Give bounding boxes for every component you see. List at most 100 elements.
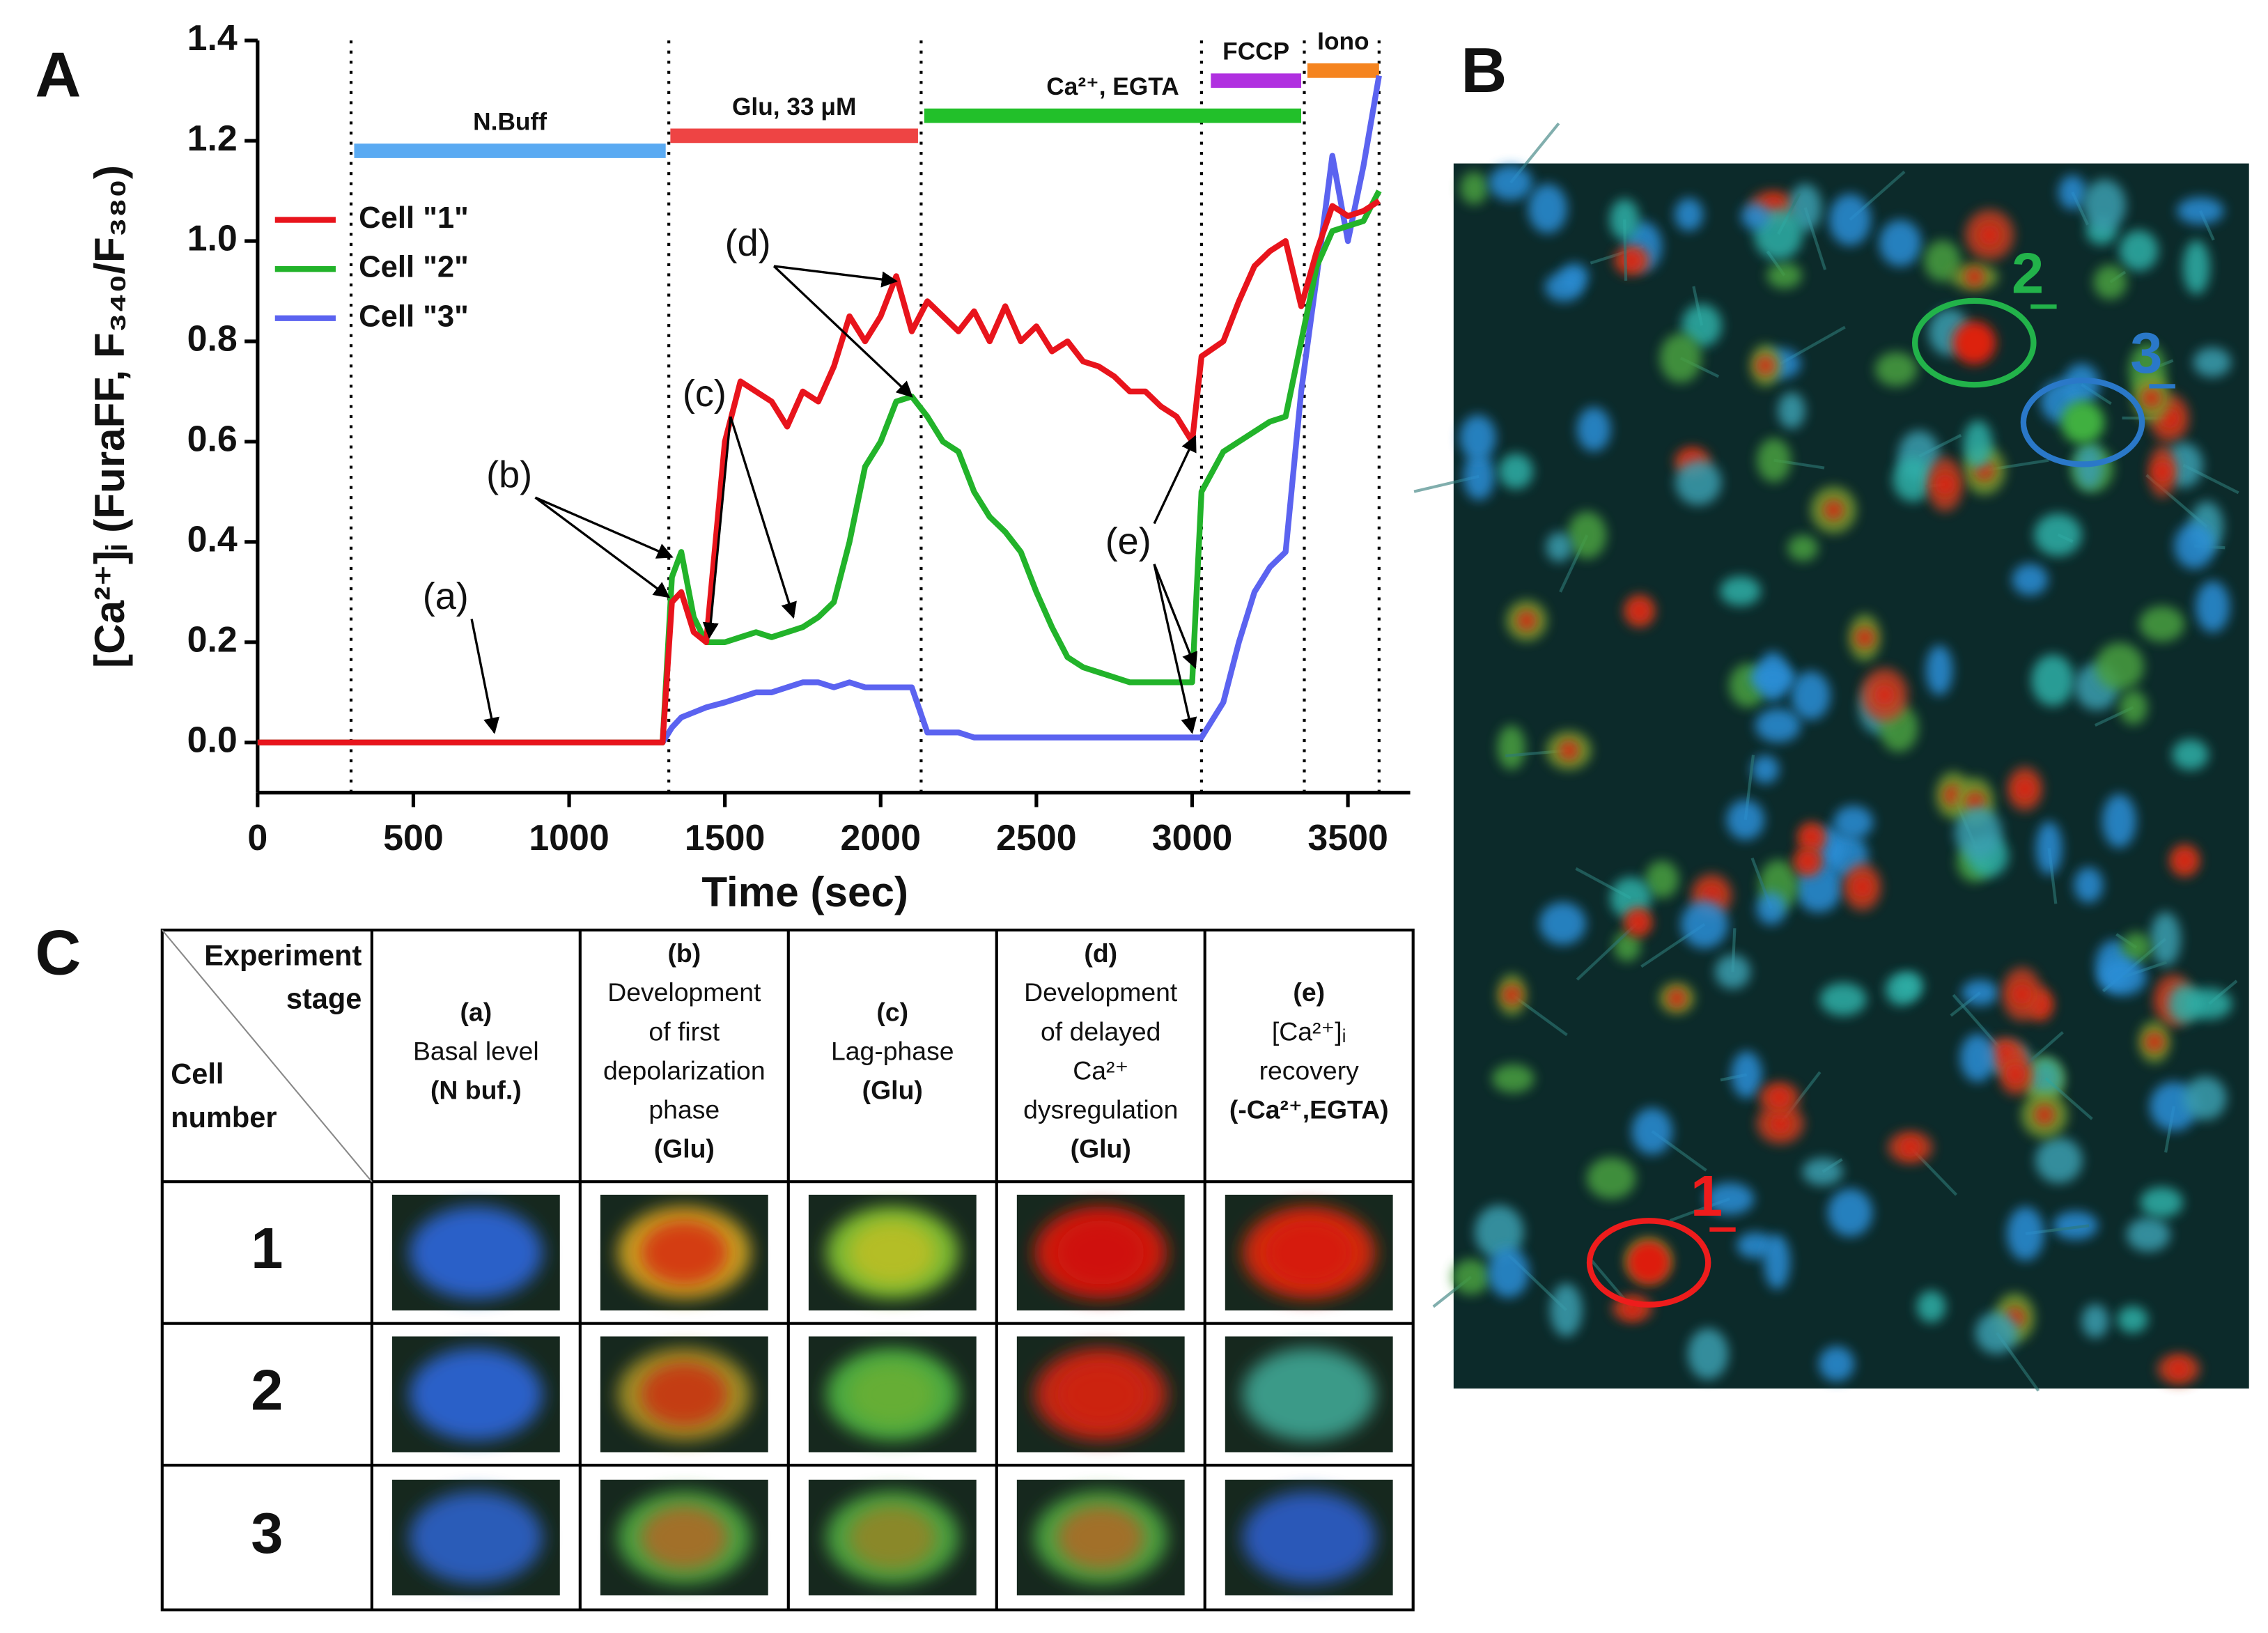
cell-body [2126, 1217, 2170, 1252]
x-tick-label: 500 [383, 817, 444, 858]
cell-core [1770, 1113, 1791, 1134]
cell-image-core [641, 1221, 728, 1285]
x-tick-label: 3000 [1152, 817, 1232, 858]
cell-core [2152, 461, 2173, 482]
y-tick-label: 0.2 [187, 619, 238, 660]
column-label: (b) [667, 938, 701, 968]
cell-body [2167, 984, 2203, 1023]
cell-core [1874, 685, 1895, 706]
cell-body [1756, 892, 1787, 925]
cell-body [1576, 407, 1611, 452]
annotation-arrow [772, 265, 913, 398]
column-description: Basal level [413, 1036, 539, 1065]
phase-label: Ca²⁺, EGTA [1046, 73, 1179, 100]
x-tick-label: 2500 [996, 817, 1076, 858]
cell-body [2196, 580, 2230, 633]
cell-body [1828, 194, 1871, 246]
cell-marker [1911, 297, 2037, 388]
cell-body [2177, 197, 2224, 225]
cell-body [1491, 1064, 1535, 1093]
content: A B C 0.0 0.2 0.4 0.6 0.8 1.0 1.2 1.4 0 500 1000 1500 2… [35, 17, 2249, 1611]
cell-body [2081, 1303, 2109, 1338]
cell-body [1757, 438, 1792, 483]
row-label: 2 [251, 1357, 283, 1422]
cell-body [1750, 663, 1796, 692]
y-tick-label: 0.6 [187, 419, 238, 459]
cell-body [1705, 1182, 1755, 1215]
annotation-label: (a) [423, 575, 469, 617]
annotation-arrow [1153, 435, 1197, 525]
micrograph [1453, 163, 2249, 1389]
cell-body [1959, 1033, 1996, 1083]
cell-core [1558, 740, 1579, 761]
panel-label: A [35, 39, 81, 110]
y-axis-title: [Ca²⁺]ᵢ (FuraFF, F₃₄₀/F₃₈₀) [86, 165, 133, 668]
cell-body [2119, 230, 2159, 271]
cell-number: 2 [2012, 241, 2044, 306]
cell-body [2119, 690, 2147, 725]
cell-body [2122, 932, 2151, 963]
cell-body [1645, 860, 1679, 899]
annotation-arrow [534, 496, 671, 598]
cell-body [2074, 867, 2104, 903]
cell-core [1516, 610, 1537, 631]
column-description: Lag-phase [831, 1036, 954, 1065]
cell-body [2095, 642, 2144, 690]
column-description: of delayed [1041, 1016, 1160, 1046]
legend-label: Cell "2" [359, 251, 469, 284]
cell-body [1741, 203, 1770, 230]
cell-body [1819, 982, 1867, 1016]
column-description: [Ca²⁺]ᵢ [1272, 1016, 1346, 1046]
cell-body [1833, 805, 1874, 839]
cell-image-core [1057, 1221, 1144, 1285]
x-tick-label: 2000 [841, 817, 921, 858]
cell-body [2117, 1306, 2148, 1333]
cell-image-body [409, 1206, 543, 1299]
cell-body [1827, 1188, 1873, 1237]
cell-core [2034, 1104, 2055, 1125]
cell-body [1778, 392, 1805, 429]
column-condition: (Glu) [862, 1075, 923, 1104]
highlighted-cell [2060, 401, 2105, 444]
cell-body [1787, 534, 1819, 562]
cell-body [1546, 532, 1573, 562]
cell-body [2139, 605, 2185, 642]
annotation-label: (e) [1105, 520, 1151, 562]
column-condition: (N buf.) [430, 1075, 522, 1104]
column-condition: (Glu) [1071, 1133, 1131, 1163]
cell-body [1550, 1283, 1583, 1337]
cell-body [1726, 799, 1765, 840]
cell-body [2150, 912, 2181, 966]
data-line [257, 198, 1381, 745]
y-tick-label: 1.0 [187, 218, 238, 258]
column-description: dysregulation [1023, 1094, 1178, 1124]
cell-image-body [1242, 1347, 1376, 1441]
annotation-arrow [773, 265, 898, 288]
annotation-arrow [729, 416, 797, 619]
cell-body [2193, 347, 2231, 378]
cell-core [1628, 912, 1649, 933]
y-tick-label: 1.4 [187, 17, 238, 58]
cell-body [2099, 958, 2147, 996]
column-label: (c) [876, 997, 908, 1026]
x-tick-label: 1500 [685, 817, 765, 858]
cell-body [1459, 415, 1496, 461]
cell-core [1964, 266, 1985, 287]
cell-marker [2020, 377, 2145, 467]
cell-body [1675, 198, 1704, 231]
cell-core [1979, 224, 2000, 245]
cell-body [1659, 333, 1702, 383]
y-tick-label: 0.0 [187, 719, 238, 759]
row-label: 3 [251, 1501, 283, 1565]
annotation-label: (d) [725, 222, 771, 264]
cell-body [1751, 755, 1780, 784]
column-label: (a) [460, 997, 492, 1026]
highlighted-cell [1626, 1241, 1671, 1285]
x-tick-label: 3500 [1307, 817, 1388, 858]
cell-body [2031, 654, 2074, 706]
cell-body [1755, 708, 1801, 743]
cell-number: 3 [2130, 320, 2162, 385]
y-tick-label: 1.2 [187, 118, 238, 158]
cell-body [1544, 272, 1583, 302]
